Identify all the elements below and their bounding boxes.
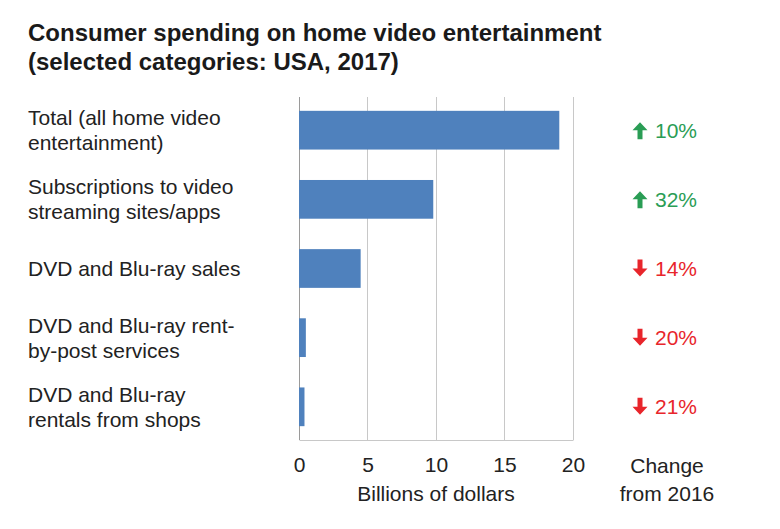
change-arrow xyxy=(633,260,648,277)
title: Consumer spending on home video entertai… xyxy=(28,19,601,75)
tick-label: 10 xyxy=(425,453,448,476)
text-line: Total (all home video xyxy=(28,106,221,129)
change-label: 10% xyxy=(655,119,697,142)
tick-label: 20 xyxy=(562,453,585,476)
bar xyxy=(299,249,361,288)
text-line: from 2016 xyxy=(620,482,715,505)
text-line: Change xyxy=(630,454,704,477)
bars xyxy=(299,111,559,426)
bar xyxy=(299,111,559,150)
category-label: DVD and Blu-ray sales xyxy=(28,257,240,280)
category-label: Total (all home videoentertainment) xyxy=(28,106,221,154)
tick: 15 xyxy=(493,440,516,476)
change-arrow xyxy=(633,329,648,346)
category-label: Subscriptions to videostreaming sites/ap… xyxy=(28,175,233,223)
text-line: DVD and Blu-ray sales xyxy=(28,257,240,280)
tick: 0 xyxy=(294,440,306,476)
tick: 10 xyxy=(425,440,448,476)
text-line: DVD and Blu-ray xyxy=(28,383,186,406)
text-line: Subscriptions to video xyxy=(28,175,233,198)
change-label: 21% xyxy=(655,395,697,418)
change-arrow xyxy=(633,191,648,208)
tick: 5 xyxy=(362,440,374,476)
category-label: DVD and Blu-rayrentals from shops xyxy=(28,383,201,431)
x-axis: 0 5 10 15 20 xyxy=(294,440,586,476)
text-line: by-post services xyxy=(28,339,180,362)
text-line: entertainment) xyxy=(28,131,163,154)
text-line: rentals from shops xyxy=(28,408,201,431)
change-label: 20% xyxy=(655,326,697,349)
bar xyxy=(299,180,433,219)
tick-label: 5 xyxy=(362,453,374,476)
chart: Consumer spending on home video entertai… xyxy=(0,0,780,529)
grid-line xyxy=(573,97,574,440)
bar xyxy=(299,387,304,426)
text-line: DVD and Blu-ray rent- xyxy=(28,314,235,337)
axis-title: Billions of dollars xyxy=(357,482,515,505)
change-label: 32% xyxy=(655,188,697,211)
category-labels: Total (all home videoentertainment) Subsc… xyxy=(28,106,240,431)
tick-label: 0 xyxy=(294,453,306,476)
bar xyxy=(299,318,306,357)
tick-label: 15 xyxy=(493,453,516,476)
text-line: streaming sites/apps xyxy=(28,200,221,223)
change-arrow xyxy=(633,122,648,139)
tick: 20 xyxy=(562,440,585,476)
title-line: Consumer spending on home video entertai… xyxy=(28,19,601,46)
change-arrow xyxy=(633,398,648,415)
change-title: Change from 2016 xyxy=(620,454,715,505)
change-column: 10% 32% 14% 20% 21% xyxy=(633,119,698,419)
title-line: (selected categories: USA, 2017) xyxy=(28,48,399,75)
category-label: DVD and Blu-ray rent-by-post services xyxy=(28,314,235,362)
grid xyxy=(299,97,573,440)
change-label: 14% xyxy=(655,257,697,280)
axis-line xyxy=(300,440,574,441)
